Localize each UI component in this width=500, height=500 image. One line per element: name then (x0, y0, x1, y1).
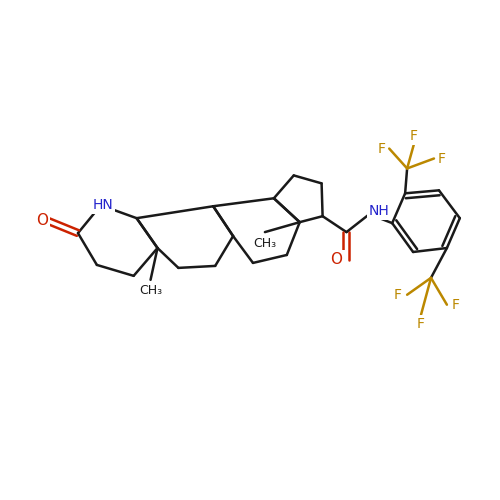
Text: F: F (417, 316, 425, 330)
Text: CH₃: CH₃ (139, 284, 162, 298)
Text: F: F (452, 298, 460, 312)
Text: F: F (393, 288, 401, 302)
Text: CH₃: CH₃ (254, 236, 276, 250)
Text: F: F (378, 142, 386, 156)
Text: O: O (36, 212, 48, 228)
Text: HN: HN (92, 198, 113, 212)
Text: NH: NH (369, 204, 390, 218)
Text: F: F (410, 128, 418, 142)
Text: F: F (438, 152, 446, 166)
Text: O: O (330, 252, 342, 268)
